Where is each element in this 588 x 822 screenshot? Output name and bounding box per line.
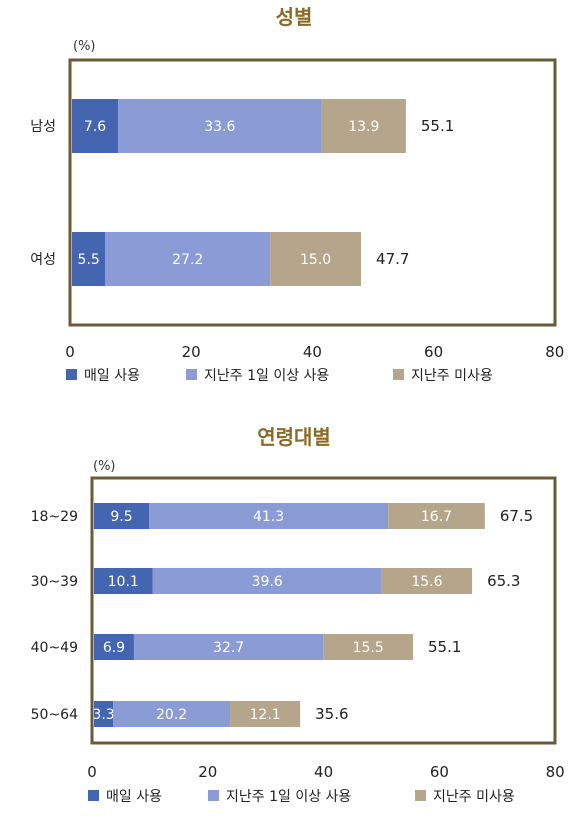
legend-swatch bbox=[393, 369, 404, 380]
legend-entry: 지난주 1일 이상 사용 bbox=[226, 789, 351, 805]
legend-entry: 매일 사용 bbox=[84, 368, 140, 384]
segment-value-label: 12.1 bbox=[250, 707, 281, 723]
x-tick-label: 0 bbox=[87, 763, 97, 781]
legend-swatch bbox=[415, 790, 426, 801]
x-tick-labels: 0 20 40 60 80 bbox=[65, 343, 564, 361]
x-tick-label: 80 bbox=[545, 343, 564, 361]
segment-value-label: 41.3 bbox=[253, 509, 284, 525]
legend-swatch bbox=[66, 369, 77, 380]
total-value-label: 65.3 bbox=[487, 572, 520, 590]
chart-title: 연령대별 bbox=[257, 425, 331, 449]
bar-segment bbox=[72, 99, 119, 153]
x-tick-label: 0 bbox=[65, 343, 75, 361]
category-label: 여성 bbox=[30, 252, 56, 268]
bar-segment bbox=[94, 568, 153, 594]
total-value-label: 55.1 bbox=[421, 117, 454, 135]
legend: 매일 사용 지난주 1일 이상 사용 지난주 미사용 bbox=[88, 789, 515, 805]
bar-segment bbox=[381, 568, 473, 594]
segment-value-label: 15.6 bbox=[411, 574, 442, 590]
x-tick-labels: 0 20 40 60 80 bbox=[87, 763, 565, 781]
bar-segment bbox=[72, 232, 106, 286]
segment-value-label: 15.0 bbox=[300, 252, 331, 268]
bar-segment bbox=[230, 701, 301, 727]
unit-label: (%) bbox=[73, 39, 96, 54]
age-chart: 연령대별 (%) 9.5 41.3 16.7 67.5 10.1 39.6 15.6 65.3… bbox=[31, 425, 565, 805]
segment-value-label: 9.5 bbox=[110, 509, 132, 525]
x-tick-label: 20 bbox=[182, 343, 201, 361]
category-label: 남성 bbox=[30, 119, 56, 135]
category-label: 18~29 bbox=[31, 509, 78, 525]
x-tick-label: 20 bbox=[198, 763, 217, 781]
segment-value-label: 27.2 bbox=[172, 252, 203, 268]
bar-segment bbox=[270, 232, 362, 286]
bar-segment bbox=[94, 503, 150, 529]
legend-swatch bbox=[88, 790, 99, 801]
bar-group: 9.5 41.3 16.7 67.5 10.1 39.6 15.6 65.3 6.9 32.7 15… bbox=[92, 503, 533, 727]
legend-entry: 매일 사용 bbox=[106, 789, 162, 805]
x-tick-label: 60 bbox=[424, 343, 443, 361]
segment-value-label: 5.5 bbox=[78, 252, 100, 268]
bar-segment bbox=[133, 634, 324, 660]
chart-title: 성별 bbox=[276, 5, 313, 29]
x-tick-label: 40 bbox=[303, 343, 322, 361]
legend-entry: 지난주 미사용 bbox=[411, 368, 493, 384]
total-value-label: 35.6 bbox=[315, 705, 348, 723]
total-value-label: 55.1 bbox=[428, 638, 461, 656]
x-tick-label: 80 bbox=[546, 763, 565, 781]
bar-segment bbox=[118, 99, 322, 153]
category-label: 30~39 bbox=[31, 574, 78, 590]
total-value-label: 47.7 bbox=[376, 250, 409, 268]
chart-frame bbox=[68, 58, 557, 327]
bar-segment bbox=[388, 503, 485, 529]
segment-value-label: 15.5 bbox=[353, 640, 384, 656]
bar-segment bbox=[94, 634, 134, 660]
segment-value-label: 10.1 bbox=[108, 574, 139, 590]
chart-frame bbox=[90, 476, 557, 745]
bar-segment bbox=[105, 232, 271, 286]
segment-value-label: 33.6 bbox=[204, 119, 235, 135]
bar-segment bbox=[321, 99, 406, 153]
unit-label: (%) bbox=[93, 459, 116, 474]
gender-chart: 성별 (%) 7.6 33.6 13.9 55.1 5.5 27.2 15.0 47.7 남성… bbox=[30, 5, 564, 384]
segment-value-label: 16.7 bbox=[421, 509, 452, 525]
x-tick-label: 60 bbox=[430, 763, 449, 781]
category-label: 40~49 bbox=[31, 640, 78, 656]
segment-value-label: 32.7 bbox=[213, 640, 244, 656]
legend-entry: 지난주 미사용 bbox=[433, 789, 515, 805]
legend-swatch bbox=[208, 790, 219, 801]
bar-segment bbox=[323, 634, 414, 660]
bar-segment bbox=[94, 701, 114, 727]
bar-segment bbox=[113, 701, 231, 727]
category-labels: 18~29 30~39 40~49 50~64 bbox=[31, 509, 78, 723]
total-value-label: 67.5 bbox=[500, 507, 533, 525]
legend: 매일 사용 지난주 1일 이상 사용 지난주 미사용 bbox=[66, 368, 493, 384]
segment-value-label: 20.2 bbox=[156, 707, 187, 723]
segment-value-label: 13.9 bbox=[348, 119, 379, 135]
bar-segment bbox=[152, 568, 382, 594]
segment-value-label: 39.6 bbox=[252, 574, 283, 590]
segment-value-label: 7.6 bbox=[84, 119, 106, 135]
bar-group: 7.6 33.6 13.9 55.1 5.5 27.2 15.0 47.7 bbox=[72, 99, 454, 286]
category-label: 50~64 bbox=[31, 707, 78, 723]
x-tick-label: 40 bbox=[314, 763, 333, 781]
bar-segment bbox=[149, 503, 389, 529]
legend-entry: 지난주 1일 이상 사용 bbox=[204, 368, 329, 384]
segment-value-label: 3.3 bbox=[92, 707, 114, 723]
segment-value-label: 6.9 bbox=[103, 640, 125, 656]
legend-swatch bbox=[186, 369, 197, 380]
